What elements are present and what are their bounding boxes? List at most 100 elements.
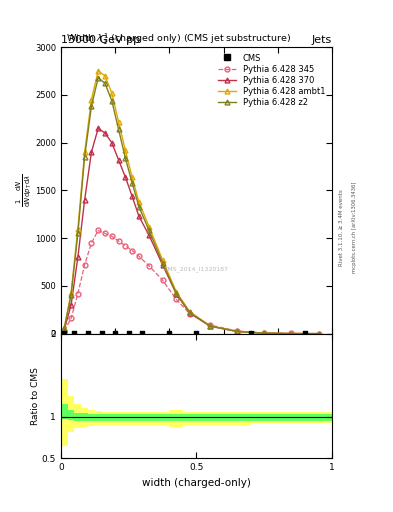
Pythia 6.428 z2: [262, 330, 266, 336]
Point: [248, 329, 254, 337]
Pythia 6.428 ambt1: [160, 257, 165, 263]
Pythia 6.428 345: [235, 328, 239, 334]
Pythia 6.428 ambt1: [75, 225, 80, 231]
Pythia 6.428 ambt1: [147, 224, 151, 230]
Pythia 6.428 ambt1: [82, 149, 87, 155]
Pythia 6.428 370: [208, 323, 212, 329]
Pythia 6.428 z2: [208, 323, 212, 329]
Pythia 6.428 z2: [109, 97, 114, 103]
Pythia 6.428 z2: [174, 290, 178, 296]
Pythia 6.428 345: [109, 233, 114, 239]
Point: [139, 329, 145, 337]
Pythia 6.428 ambt1: [89, 97, 94, 103]
Line: Pythia 6.428 z2: Pythia 6.428 z2: [62, 75, 321, 336]
Pythia 6.428 z2: [136, 204, 141, 210]
Pythia 6.428 z2: [160, 260, 165, 266]
Pythia 6.428 ambt1: [96, 68, 101, 74]
Point: [98, 329, 105, 337]
Pythia 6.428 ambt1: [69, 289, 73, 295]
Point: [166, 329, 173, 337]
Pythia 6.428 370: [235, 329, 239, 335]
Pythia 6.428 ambt1: [289, 330, 294, 336]
Pythia 6.428 ambt1: [187, 309, 192, 315]
Pythia 6.428 ambt1: [262, 330, 266, 336]
Pythia 6.428 ambt1: [235, 328, 239, 334]
X-axis label: width (charged-only): width (charged-only): [142, 478, 251, 487]
Y-axis label: Ratio to CMS: Ratio to CMS: [31, 367, 40, 425]
Pythia 6.428 345: [123, 243, 128, 249]
Pythia 6.428 345: [147, 263, 151, 269]
Text: Rivet 3.1.10, ≥ 3.4M events: Rivet 3.1.10, ≥ 3.4M events: [339, 189, 344, 266]
Pythia 6.428 z2: [62, 325, 67, 331]
Pythia 6.428 370: [82, 197, 87, 203]
Pythia 6.428 370: [160, 262, 165, 268]
Pythia 6.428 ambt1: [123, 147, 128, 153]
Point: [125, 329, 132, 337]
Pythia 6.428 ambt1: [116, 119, 121, 125]
Pythia 6.428 z2: [123, 155, 128, 161]
Pythia 6.428 ambt1: [62, 325, 67, 331]
Pythia 6.428 345: [89, 240, 94, 246]
Pythia 6.428 z2: [89, 103, 94, 110]
Pythia 6.428 370: [174, 290, 178, 296]
Pythia 6.428 370: [89, 149, 94, 155]
Pythia 6.428 345: [187, 310, 192, 316]
Pythia 6.428 370: [289, 330, 294, 336]
Pythia 6.428 370: [62, 327, 67, 333]
Pythia 6.428 370: [109, 140, 114, 146]
Pythia 6.428 345: [316, 331, 321, 337]
Pythia 6.428 370: [75, 254, 80, 260]
Pythia 6.428 ambt1: [208, 323, 212, 329]
Pythia 6.428 345: [262, 330, 266, 336]
Line: Pythia 6.428 345: Pythia 6.428 345: [62, 228, 321, 336]
Point: [112, 329, 118, 337]
Pythia 6.428 370: [123, 174, 128, 180]
Pythia 6.428 370: [103, 130, 107, 136]
Pythia 6.428 345: [136, 253, 141, 260]
Pythia 6.428 ambt1: [136, 199, 141, 205]
Pythia 6.428 370: [187, 310, 192, 316]
Point: [193, 329, 200, 337]
Pythia 6.428 345: [69, 315, 73, 322]
Pythia 6.428 z2: [82, 154, 87, 160]
Pythia 6.428 345: [116, 238, 121, 244]
Pythia 6.428 ambt1: [109, 90, 114, 96]
Pythia 6.428 z2: [96, 75, 101, 81]
Pythia 6.428 370: [262, 330, 266, 336]
Point: [72, 329, 78, 337]
Pythia 6.428 z2: [235, 328, 239, 334]
Pythia 6.428 z2: [316, 331, 321, 337]
Text: Jets: Jets: [312, 34, 332, 45]
Pythia 6.428 ambt1: [103, 73, 107, 79]
Pythia 6.428 345: [130, 247, 134, 253]
Pythia 6.428 ambt1: [316, 331, 321, 337]
Pythia 6.428 z2: [130, 180, 134, 186]
Y-axis label: $\frac{1}{\mathrm{d}N}\frac{\mathrm{d}N}{\mathrm{d}p_T\,\mathrm{d}\lambda}$: $\frac{1}{\mathrm{d}N}\frac{\mathrm{d}N}…: [14, 174, 33, 207]
Pythia 6.428 345: [62, 328, 67, 334]
Text: mcplots.cern.ch [arXiv:1306.3436]: mcplots.cern.ch [arXiv:1306.3436]: [352, 182, 357, 273]
Pythia 6.428 z2: [69, 292, 73, 298]
Pythia 6.428 345: [82, 262, 87, 268]
Pythia 6.428 z2: [103, 80, 107, 87]
Pythia 6.428 345: [289, 330, 294, 336]
Pythia 6.428 345: [160, 277, 165, 283]
Pythia 6.428 370: [69, 302, 73, 308]
Pythia 6.428 345: [208, 322, 212, 328]
Pythia 6.428 370: [116, 157, 121, 163]
Pythia 6.428 370: [316, 331, 321, 337]
Text: 13000 GeV pp: 13000 GeV pp: [61, 34, 140, 45]
Point: [61, 329, 68, 337]
Pythia 6.428 370: [96, 125, 101, 132]
Pythia 6.428 z2: [75, 230, 80, 237]
Line: Pythia 6.428 ambt1: Pythia 6.428 ambt1: [62, 69, 321, 336]
Pythia 6.428 345: [174, 296, 178, 303]
Pythia 6.428 z2: [116, 126, 121, 132]
Pythia 6.428 ambt1: [174, 289, 178, 295]
Line: Pythia 6.428 370: Pythia 6.428 370: [62, 126, 321, 336]
Pythia 6.428 z2: [187, 309, 192, 315]
Pythia 6.428 ambt1: [130, 174, 134, 180]
Pythia 6.428 370: [130, 193, 134, 199]
Pythia 6.428 370: [136, 213, 141, 219]
Pythia 6.428 345: [103, 230, 107, 237]
Legend: CMS, Pythia 6.428 345, Pythia 6.428 370, Pythia 6.428 ambt1, Pythia 6.428 z2: CMS, Pythia 6.428 345, Pythia 6.428 370,…: [215, 51, 328, 110]
